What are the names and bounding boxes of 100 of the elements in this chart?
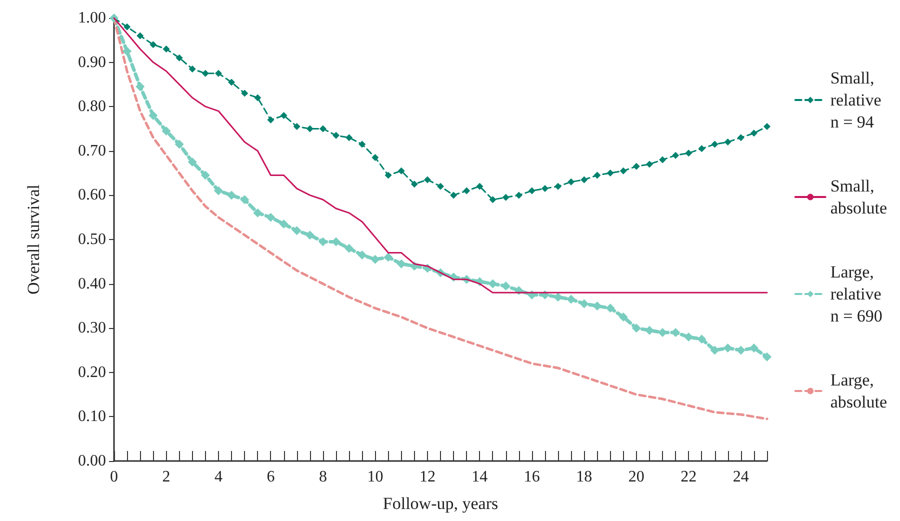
x-tick-label: 14: [472, 468, 488, 486]
point: [214, 70, 222, 77]
point: [306, 125, 314, 132]
point: [148, 110, 158, 120]
point: [293, 123, 300, 130]
point: [136, 32, 144, 40]
x-tick-label: 16: [524, 468, 540, 486]
point: [646, 160, 653, 168]
point: [476, 182, 484, 190]
point: [136, 82, 145, 92]
y-tick-label: 0.60: [78, 186, 106, 204]
point: [594, 172, 601, 179]
point: [358, 250, 367, 260]
point: [396, 259, 406, 268]
point: [501, 282, 510, 291]
point: [528, 187, 536, 194]
point: [437, 182, 444, 190]
point: [450, 192, 458, 199]
y-tick-label: 0.00: [78, 452, 106, 470]
point: [240, 195, 250, 204]
point: [566, 294, 576, 304]
x-tick-label: 8: [318, 468, 327, 486]
y-tick-label: 0.10: [78, 408, 106, 426]
point: [305, 230, 314, 240]
legend-label: Small, relative n = 94: [830, 68, 882, 132]
y-tick-label: 0.90: [78, 54, 106, 71]
point: [515, 192, 522, 199]
point: [724, 138, 732, 146]
y-tick-label: 0.80: [78, 98, 106, 116]
point: [384, 172, 392, 179]
point: [122, 46, 132, 56]
point: [280, 112, 288, 119]
point: [502, 194, 510, 201]
point: [319, 125, 326, 132]
point: [200, 170, 210, 180]
point: [488, 279, 498, 288]
point: [241, 90, 248, 97]
point: [606, 304, 615, 313]
y-tick-label: 0.40: [78, 275, 106, 292]
point: [162, 46, 170, 53]
point: [554, 182, 562, 190]
y-axis-title: Overall survival: [24, 184, 43, 294]
y-tick-label: 0.20: [78, 364, 106, 381]
y-tick-label: 0.70: [78, 142, 106, 160]
point: [659, 156, 666, 164]
point: [580, 299, 589, 308]
point: [372, 154, 379, 162]
point: [541, 185, 548, 192]
point: [723, 344, 732, 353]
point: [344, 244, 354, 253]
point: [279, 219, 288, 228]
point: [346, 134, 353, 142]
x-tick-label: 24: [732, 468, 749, 486]
point: [150, 41, 157, 48]
point: [672, 152, 680, 159]
x-tick-label: 0: [110, 468, 118, 486]
point: [384, 252, 393, 262]
y-tick-label: 0.50: [78, 231, 106, 248]
legend-label: Small, absolute: [830, 176, 888, 218]
point: [618, 312, 628, 322]
x-tick-label: 6: [266, 468, 275, 486]
y-tick-label: 1.00: [78, 10, 106, 26]
point: [267, 116, 274, 124]
point: [698, 145, 706, 152]
point: [254, 94, 262, 102]
point: [592, 301, 602, 310]
point: [710, 346, 720, 355]
point: [750, 130, 758, 137]
point: [188, 65, 196, 72]
point: [762, 352, 772, 362]
point: [292, 226, 302, 236]
point: [737, 134, 744, 142]
point: [398, 167, 405, 174]
x-tick-label: 18: [576, 468, 592, 486]
point: [358, 140, 366, 148]
point: [568, 178, 575, 186]
point: [410, 180, 418, 188]
x-tick-label: 10: [367, 468, 384, 486]
point: [463, 187, 470, 194]
point: [606, 170, 614, 177]
point: [332, 132, 340, 139]
x-tick-label: 22: [680, 468, 697, 486]
point: [685, 150, 692, 157]
point: [162, 126, 171, 136]
point: [188, 157, 197, 166]
point: [174, 140, 184, 149]
x-tick-label: 20: [628, 468, 644, 486]
point: [620, 167, 627, 174]
point: [253, 208, 262, 218]
point: [764, 123, 770, 130]
point: [266, 212, 276, 222]
point: [711, 140, 718, 148]
point: [697, 334, 706, 344]
point: [202, 70, 209, 77]
x-axis-title: Follow-up, years: [382, 494, 498, 513]
x-tick-label: 2: [162, 468, 170, 486]
point: [632, 162, 640, 170]
point: [124, 23, 131, 30]
point: [736, 346, 746, 355]
point: [214, 186, 223, 196]
